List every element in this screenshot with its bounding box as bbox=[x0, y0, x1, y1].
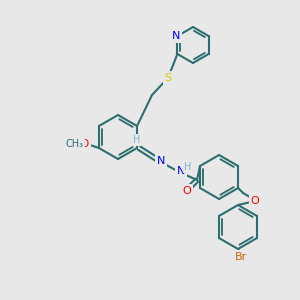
Text: O: O bbox=[183, 186, 191, 196]
Text: CH₃: CH₃ bbox=[66, 139, 84, 149]
Text: N: N bbox=[157, 156, 165, 166]
Text: O: O bbox=[251, 196, 260, 206]
Text: O: O bbox=[81, 139, 89, 149]
Text: N: N bbox=[177, 166, 185, 176]
Text: S: S bbox=[164, 73, 172, 83]
Text: Br: Br bbox=[235, 252, 247, 262]
Text: H: H bbox=[184, 162, 192, 172]
Text: N: N bbox=[172, 31, 181, 41]
Text: H: H bbox=[134, 135, 141, 145]
